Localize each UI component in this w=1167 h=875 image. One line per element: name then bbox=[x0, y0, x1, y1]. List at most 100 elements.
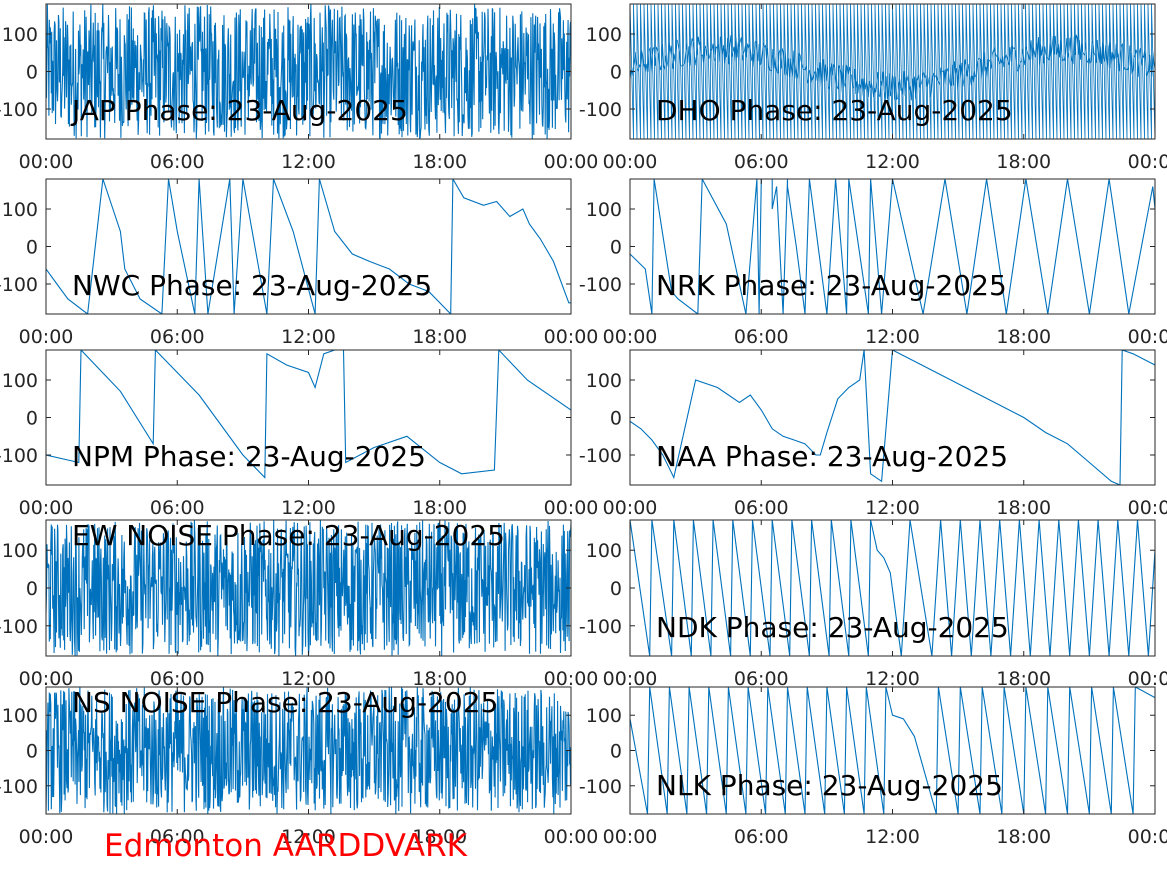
y-tick-label: -100 bbox=[579, 99, 622, 121]
y-tick-label: 0 bbox=[26, 237, 38, 259]
x-tick-label: 00:00 bbox=[1128, 151, 1167, 173]
y-tick-label: -100 bbox=[0, 776, 38, 798]
x-tick-label: 00:00 bbox=[19, 668, 74, 690]
x-tick-label: 12:00 bbox=[865, 668, 920, 690]
panel-5: 100 0 -100 00:00 06:00 12:00 18:00 00:00 NPM Pha… bbox=[0, 349, 599, 519]
y-tick-label: -100 bbox=[579, 445, 622, 467]
panel-1: 100 0 -100 00:00 06:00 12:00 18:00 00:00 JAP Pha… bbox=[0, 3, 599, 173]
x-tick-label: 18:00 bbox=[996, 151, 1051, 173]
x-tick-label: 00:00 bbox=[603, 826, 658, 848]
y-tick-label: 100 bbox=[2, 705, 38, 727]
y-tick-label: 0 bbox=[26, 578, 38, 600]
x-tick-label: 00:00 bbox=[544, 151, 599, 173]
series-line bbox=[46, 350, 571, 479]
x-tick-label: 12:00 bbox=[281, 826, 336, 848]
x-tick-label: 00:00 bbox=[603, 668, 658, 690]
x-tick-label: 06:00 bbox=[734, 826, 789, 848]
x-tick-label: 12:00 bbox=[865, 826, 920, 848]
x-tick-label: 06:00 bbox=[734, 497, 789, 519]
x-tick-label: 00:00 bbox=[1128, 497, 1167, 519]
panel-title: NAA Phase: 23-Aug-2025 bbox=[656, 440, 1008, 473]
panel-title: NS NOISE Phase: 23-Aug-2025 bbox=[72, 686, 498, 719]
x-tick-label: 18:00 bbox=[412, 151, 467, 173]
panel-title: DHO Phase: 23-Aug-2025 bbox=[656, 94, 1013, 127]
panel-3: 100 0 -100 00:00 06:00 12:00 18:00 00:00 NWC Pha… bbox=[0, 178, 599, 348]
x-tick-label: 12:00 bbox=[281, 151, 336, 173]
x-tick-label: 06:00 bbox=[150, 326, 205, 348]
x-tick-label: 06:00 bbox=[734, 668, 789, 690]
y-tick-label: 100 bbox=[2, 370, 38, 392]
y-tick-label: -100 bbox=[0, 445, 38, 467]
y-tick-label: -100 bbox=[0, 99, 38, 121]
panel-7: 100 0 -100 00:00 06:00 12:00 18:00 00:00 EW NOIS… bbox=[0, 519, 598, 690]
x-tick-label: 00:00 bbox=[1128, 826, 1167, 848]
y-tick-label: 100 bbox=[586, 199, 622, 221]
panel-title: JAP Phase: 23-Aug-2025 bbox=[70, 94, 408, 127]
panel-title: NPM Phase: 23-Aug-2025 bbox=[72, 440, 426, 473]
x-tick-label: 00:00 bbox=[1128, 668, 1167, 690]
x-tick-label: 00:00 bbox=[19, 497, 74, 519]
y-tick-label: 100 bbox=[2, 540, 38, 562]
x-tick-label: 00:00 bbox=[544, 668, 599, 690]
y-tick-label: 0 bbox=[26, 408, 38, 430]
panel-6: 100 0 -100 00:00 06:00 12:00 18:00 00:00 NAA Pha… bbox=[579, 349, 1167, 519]
x-tick-label: 12:00 bbox=[281, 326, 336, 348]
panel-2: 100 0 -100 00:00 06:00 12:00 18:00 00:00 DHO Pha… bbox=[579, 3, 1167, 173]
y-tick-label: 0 bbox=[610, 408, 622, 430]
x-tick-label: 00:00 bbox=[19, 826, 74, 848]
series-line bbox=[46, 179, 571, 314]
x-tick-label: 06:00 bbox=[734, 326, 789, 348]
x-tick-label: 00:00 bbox=[544, 826, 599, 848]
x-tick-label: 06:00 bbox=[734, 151, 789, 173]
x-tick-label: 00:00 bbox=[603, 151, 658, 173]
x-tick-label: 12:00 bbox=[281, 668, 336, 690]
y-tick-label: 100 bbox=[586, 540, 622, 562]
panel-title: EW NOISE Phase: 23-Aug-2025 bbox=[72, 519, 505, 552]
x-tick-label: 18:00 bbox=[996, 826, 1051, 848]
x-tick-label: 18:00 bbox=[412, 668, 467, 690]
series-line bbox=[46, 4, 571, 139]
x-tick-label: 06:00 bbox=[150, 151, 205, 173]
y-tick-label: 0 bbox=[610, 578, 622, 600]
panel-title: NLK Phase: 23-Aug-2025 bbox=[656, 769, 1003, 802]
y-tick-label: 0 bbox=[26, 62, 38, 84]
y-tick-label: 0 bbox=[610, 237, 622, 259]
panel-title: NDK Phase: 23-Aug-2025 bbox=[656, 611, 1009, 644]
y-tick-label: -100 bbox=[579, 274, 622, 296]
y-tick-label: 100 bbox=[586, 24, 622, 46]
x-tick-label: 00:00 bbox=[19, 151, 74, 173]
x-tick-label: 00:00 bbox=[544, 497, 599, 519]
x-tick-label: 18:00 bbox=[412, 326, 467, 348]
x-tick-label: 06:00 bbox=[150, 826, 205, 848]
x-tick-label: 12:00 bbox=[865, 151, 920, 173]
y-tick-label: 100 bbox=[2, 24, 38, 46]
panel-title: NWC Phase: 23-Aug-2025 bbox=[72, 269, 432, 302]
x-tick-label: 12:00 bbox=[281, 497, 336, 519]
x-tick-label: 18:00 bbox=[412, 826, 467, 848]
x-tick-label: 18:00 bbox=[412, 497, 467, 519]
panel-title: NRK Phase: 23-Aug-2025 bbox=[656, 269, 1007, 302]
panel-4: 100 0 -100 00:00 06:00 12:00 18:00 00:00 NRK Pha… bbox=[579, 178, 1167, 348]
x-tick-label: 00:00 bbox=[544, 326, 599, 348]
x-tick-label: 00:00 bbox=[1128, 326, 1167, 348]
panel-9: 100 0 -100 00:00 06:00 12:00 18:00 00:00 NS NOIS… bbox=[0, 686, 598, 848]
y-tick-label: 0 bbox=[26, 741, 38, 763]
series-line bbox=[630, 687, 1155, 814]
y-tick-label: 0 bbox=[610, 62, 622, 84]
x-tick-label: 12:00 bbox=[865, 326, 920, 348]
panel-8: 100 0 -100 00:00 06:00 12:00 18:00 00:00 NDK Pha… bbox=[579, 519, 1167, 690]
y-tick-label: -100 bbox=[579, 776, 622, 798]
y-tick-label: 0 bbox=[610, 741, 622, 763]
y-tick-label: 100 bbox=[586, 705, 622, 727]
x-tick-label: 18:00 bbox=[996, 497, 1051, 519]
station-label: Edmonton AARDDVARK bbox=[104, 828, 468, 864]
y-tick-label: -100 bbox=[0, 274, 38, 296]
x-tick-label: 12:00 bbox=[865, 497, 920, 519]
x-tick-label: 06:00 bbox=[150, 668, 205, 690]
x-tick-label: 00:00 bbox=[603, 326, 658, 348]
series-line bbox=[630, 350, 1155, 485]
x-tick-label: 18:00 bbox=[996, 668, 1051, 690]
panel-10: 100 0 -100 00:00 06:00 12:00 18:00 00:00 NLK Pha… bbox=[579, 686, 1167, 848]
x-tick-label: 18:00 bbox=[996, 326, 1051, 348]
